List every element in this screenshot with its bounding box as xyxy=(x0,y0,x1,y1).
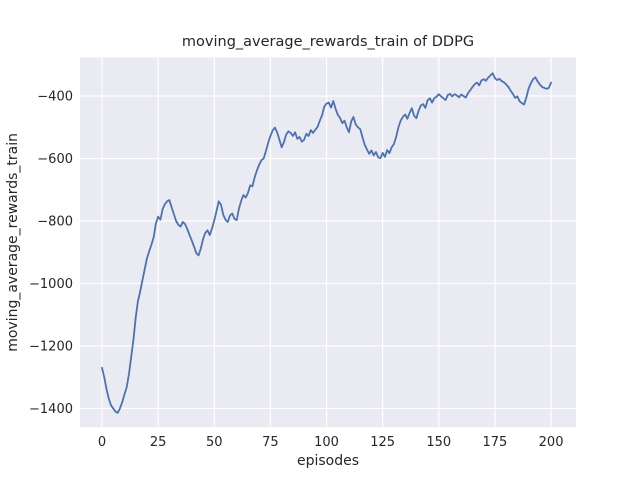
y-tick-label: −1400 xyxy=(29,402,73,417)
y-tick-label: −600 xyxy=(37,152,73,167)
x-tick-label: 25 xyxy=(150,435,167,450)
x-tick-label: 50 xyxy=(206,435,223,450)
y-axis-label: moving_average_rewards_train xyxy=(5,133,21,352)
x-tick-label: 75 xyxy=(262,435,279,450)
plot-area xyxy=(80,57,576,428)
y-tick-label: −800 xyxy=(37,214,73,229)
x-tick-label: 0 xyxy=(98,435,106,450)
y-tick-label: −1000 xyxy=(29,277,73,292)
y-tick-label: −400 xyxy=(37,90,73,105)
y-tick-labels: −400 −600 −800 −1000 −1200 −1400 xyxy=(29,90,73,417)
x-tick-label: 200 xyxy=(539,435,564,450)
series-line-group xyxy=(101,72,552,414)
chart-title: moving_average_rewards_train of DDPG xyxy=(182,34,474,50)
ddpg-series-line xyxy=(101,72,552,414)
x-tick-labels: 0 25 50 75 100 125 150 175 200 xyxy=(98,435,564,450)
x-axis-label: episodes xyxy=(297,453,359,469)
y-tick-label: −1200 xyxy=(29,339,73,354)
x-tick-label: 125 xyxy=(370,435,395,450)
x-tick-label: 175 xyxy=(483,435,508,450)
gridlines xyxy=(80,57,576,428)
x-tick-label: 100 xyxy=(314,435,339,450)
x-tick-label: 150 xyxy=(426,435,451,450)
